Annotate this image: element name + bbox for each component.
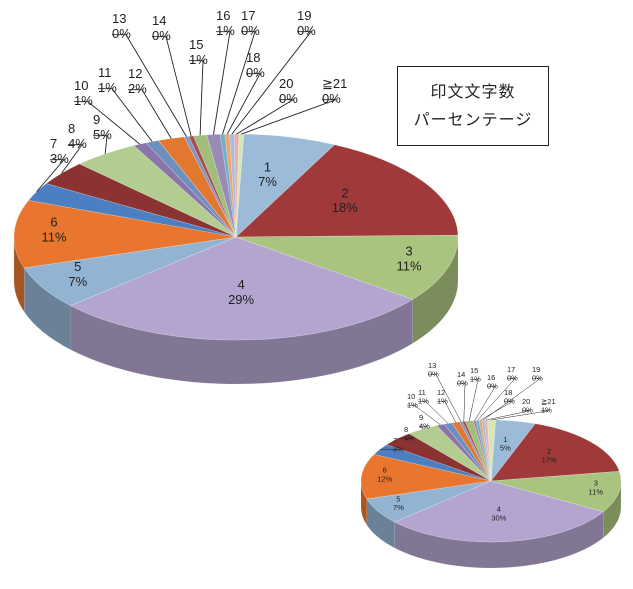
pie1-value-label-2: 18% [332, 200, 358, 215]
legend-line-1: 印文文字数 [430, 78, 515, 106]
pie2-value-label-1: 5% [500, 443, 511, 452]
pie1-category-label-6: 6 [50, 215, 57, 230]
pie2-value-label-19: 0% [532, 374, 543, 383]
pie2-value-label-13: 0% [428, 370, 439, 379]
pie1-category-label-3: 3 [405, 243, 412, 258]
pie1-value-label-3: 11% [396, 258, 421, 273]
pie2-value-label-6: 12% [377, 474, 392, 483]
pie1-value-label-≧21: 0% [322, 91, 341, 106]
pie1-category-label-8: 8 [68, 121, 75, 136]
pie2-value-label-11: 1% [418, 397, 429, 406]
pie1-value-label-18: 0% [246, 65, 265, 80]
pie1-value-label-7: 3% [50, 151, 69, 166]
pie1-leader-12 [128, 90, 171, 139]
pie1-category-label-16: 16 [216, 8, 230, 23]
pie2-value-label-14: 0% [457, 379, 468, 388]
pie2-value-label-7: 3% [393, 445, 404, 454]
pie2-value-label-12: 1% [437, 397, 448, 406]
pie1-category-label-1: 1 [264, 159, 271, 174]
pie1-value-label-1: 7% [258, 174, 277, 189]
pie1-category-label-2: 2 [341, 185, 348, 200]
pie1-value-label-5: 7% [68, 274, 87, 289]
pie1-leader-13 [112, 35, 187, 137]
pie2-value-label-3: 11% [589, 487, 604, 496]
pie1-value-label-16: 1% [216, 23, 235, 38]
pie1-category-label-5: 5 [74, 259, 81, 274]
pie1-category-label-18: 18 [246, 50, 260, 65]
legend-line-2: パーセンテージ [414, 106, 533, 134]
pie2-value-label-8: 4% [404, 434, 415, 443]
pie2-value-label-10: 1% [407, 401, 418, 410]
pie1-category-label-9: 9 [93, 112, 100, 127]
pie1-leader-14 [152, 37, 191, 136]
pie2-value-label-4: 30% [491, 513, 506, 522]
pie1-value-label-12: 2% [128, 81, 147, 96]
pie2-value-label-2: 17% [542, 456, 557, 465]
pie1-category-label-≧21: ≧21 [322, 76, 347, 91]
pie1-value-label-10: 1% [74, 93, 93, 108]
pie2-value-label-17: 0% [507, 374, 518, 383]
pie1-value-label-14: 0% [152, 28, 171, 43]
pie1-category-label-20: 20 [279, 76, 293, 91]
pie1-category-label-11: 11 [98, 65, 112, 80]
pie2-value-label-5: 7% [393, 503, 404, 512]
pie1-value-label-20: 0% [279, 91, 298, 106]
legend-box: 印文文字数 パーセンテージ [397, 66, 549, 146]
pie1-category-label-19: 19 [297, 8, 311, 23]
pie1-value-label-4: 29% [228, 292, 254, 307]
pie1-value-label-17: 0% [241, 23, 260, 38]
pie1-value-label-6: 11% [42, 230, 67, 245]
pie1-category-label-10: 10 [74, 78, 88, 93]
pie2-leader-15 [469, 380, 478, 421]
pie1-category-label-13: 13 [112, 11, 126, 26]
pie1-value-label-11: 1% [98, 80, 117, 95]
pie1-value-label-19: 0% [297, 23, 316, 38]
pie1-leader-19 [232, 32, 311, 134]
pie1-category-label-4: 4 [237, 277, 244, 292]
pie1-category-label-14: 14 [152, 13, 166, 28]
pie1-category-label-15: 15 [189, 37, 203, 52]
pie2-value-label-9: 4% [419, 422, 430, 431]
pie2-leader-16 [475, 387, 495, 421]
pie1-category-label-17: 17 [241, 8, 255, 23]
pie1-value-label-13: 0% [112, 26, 131, 41]
pie1-value-label-8: 4% [68, 136, 87, 151]
pie1-category-label-12: 12 [128, 66, 142, 81]
pie2-value-label-15: 1% [470, 375, 481, 384]
pie2-leader-14 [457, 384, 465, 422]
pie2-value-label-16: 0% [487, 382, 498, 391]
pie1-value-label-15: 1% [189, 52, 208, 67]
pie1-value-label-9: 5% [93, 127, 112, 142]
pie1-leader-15 [189, 61, 203, 136]
pie2-value-label-≧21: 1% [541, 406, 552, 415]
pie1-category-label-7: 7 [50, 136, 57, 151]
pie2-value-label-20: 0% [522, 406, 533, 415]
